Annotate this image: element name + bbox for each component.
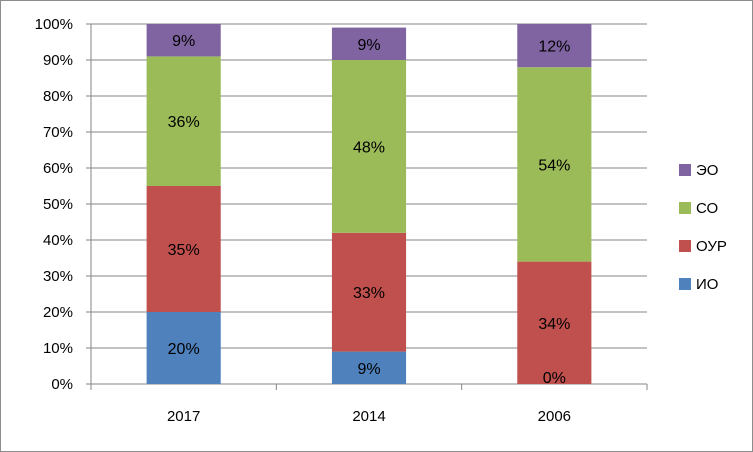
y-tick-label: 10% — [43, 340, 73, 357]
legend-label: ЭО — [696, 162, 718, 179]
data-label: 54% — [538, 157, 570, 174]
y-tick-label: 50% — [43, 196, 73, 213]
y-tick-label: 30% — [43, 268, 73, 285]
x-category-label: 2006 — [538, 408, 571, 425]
y-tick-label: 80% — [43, 88, 73, 105]
y-tick-label: 100% — [35, 16, 73, 33]
x-category-label: 2017 — [167, 408, 200, 425]
data-label: 33% — [353, 285, 385, 302]
legend-label: ИО — [696, 276, 718, 293]
bar-segment — [331, 232, 407, 352]
bar-segment — [331, 351, 407, 384]
data-label: 0% — [543, 370, 566, 387]
y-tick-label: 90% — [43, 52, 73, 69]
bar-segment — [331, 60, 407, 233]
data-labels: 20% 35% 36% 9% 9% 33% 48% 9% 0% 34% 54% 12% — [168, 33, 571, 387]
bar-segment — [146, 24, 221, 57]
data-label: 12% — [538, 39, 570, 56]
bar-segment — [517, 261, 592, 384]
legend-swatch — [679, 278, 691, 290]
data-label: 34% — [538, 316, 570, 333]
data-label: 35% — [168, 242, 200, 259]
data-label: 9% — [357, 361, 380, 378]
data-label: 36% — [168, 114, 200, 131]
bars — [146, 24, 592, 384]
legend-swatch — [679, 164, 691, 176]
data-label: 20% — [168, 341, 200, 358]
y-tick-label: 60% — [43, 160, 73, 177]
y-tick-label: 70% — [43, 124, 73, 141]
bar-segment — [146, 186, 221, 312]
y-tick-label: 0% — [51, 376, 73, 393]
y-tick-label: 40% — [43, 232, 73, 249]
data-label: 9% — [357, 37, 380, 54]
bar-segment — [146, 56, 221, 187]
bar-segment — [146, 312, 221, 384]
bar-segment — [517, 67, 592, 262]
legend-label: СО — [696, 200, 718, 217]
data-label: 9% — [172, 33, 195, 50]
legend-swatch — [679, 202, 691, 214]
legend: ЭО СО ОУР ИО — [679, 162, 727, 293]
bar-segment — [517, 24, 592, 68]
bar-segment — [331, 27, 407, 61]
y-tick-label: 20% — [43, 304, 73, 321]
legend-label: ОУР — [696, 238, 727, 255]
x-category-label: 2014 — [352, 408, 385, 425]
legend-swatch — [679, 240, 691, 252]
data-label: 48% — [353, 139, 385, 156]
